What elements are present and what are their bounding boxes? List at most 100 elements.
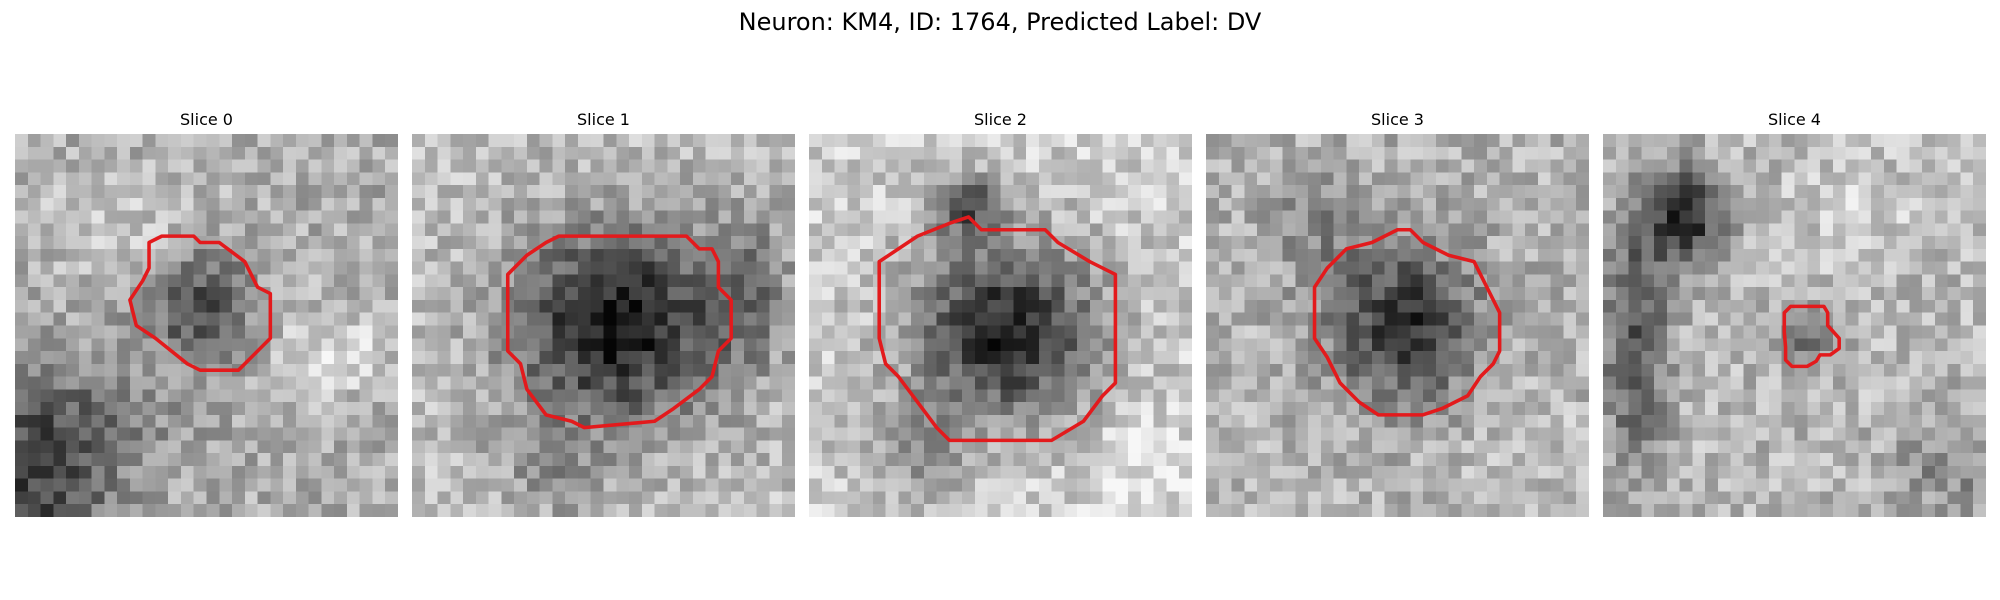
pixel: [1448, 197, 1462, 211]
pixel: [1960, 261, 1974, 275]
slice-title: Slice 4: [1768, 110, 1821, 129]
pixel: [847, 287, 861, 301]
pixel: [437, 185, 451, 199]
pixel: [1308, 414, 1322, 428]
pixel: [1525, 427, 1539, 441]
pixel: [1333, 274, 1347, 288]
pixel: [91, 376, 105, 390]
pixel: [1973, 453, 1986, 467]
pixel: [1064, 159, 1078, 173]
pixel: [475, 146, 489, 160]
pixel: [501, 172, 515, 186]
pixel: [295, 287, 309, 301]
pixel: [1603, 478, 1617, 492]
pixel: [283, 210, 297, 224]
pixel: [1960, 427, 1974, 441]
pixel: [860, 146, 874, 160]
pixel: [463, 261, 477, 275]
pixel: [1666, 134, 1680, 148]
pixel: [1153, 223, 1167, 237]
pixel: [1781, 465, 1795, 479]
pixel: [1384, 440, 1398, 454]
pixel: [756, 172, 770, 186]
pixel: [1153, 299, 1167, 313]
pixel: [1089, 248, 1103, 262]
pixel: [1128, 402, 1142, 416]
pixel: [334, 287, 348, 301]
pixel: [872, 504, 886, 517]
pixel: [923, 440, 937, 454]
pixel: [1140, 236, 1154, 250]
pixel: [1512, 134, 1526, 148]
pixel: [1218, 299, 1232, 313]
pixel: [488, 465, 502, 479]
pixel: [731, 402, 745, 416]
pixel: [142, 197, 156, 211]
pixel: [1603, 504, 1617, 517]
pixel: [1064, 287, 1078, 301]
pixel: [334, 504, 348, 517]
pixel: [1435, 363, 1449, 377]
pixel: [1397, 351, 1411, 365]
pixel: [834, 427, 848, 441]
pixel: [244, 453, 258, 467]
pixel: [1179, 478, 1192, 492]
pixel: [1051, 274, 1065, 288]
pixel: [66, 312, 80, 326]
pixel: [117, 389, 131, 403]
pixel: [1743, 338, 1757, 352]
pixel: [1512, 389, 1526, 403]
pixel: [1231, 491, 1245, 505]
pixel: [1537, 453, 1551, 467]
pixel: [705, 197, 719, 211]
pixel: [1794, 261, 1808, 275]
pixel: [1461, 223, 1475, 237]
pixel: [1820, 236, 1834, 250]
pixel: [1845, 197, 1859, 211]
pixel: [1308, 504, 1322, 517]
pixel: [1705, 185, 1719, 199]
pixel: [1654, 197, 1668, 211]
pixel: [885, 351, 899, 365]
pixel: [385, 172, 398, 186]
pixel: [1064, 197, 1078, 211]
pixel: [1218, 325, 1232, 339]
pixel: [1244, 414, 1258, 428]
pixel: [1359, 389, 1373, 403]
pixel: [1934, 351, 1948, 365]
pixel: [1743, 274, 1757, 288]
pixel: [488, 402, 502, 416]
pixel: [155, 299, 169, 313]
pixel: [514, 402, 528, 416]
pixel: [1807, 223, 1821, 237]
pixel: [1333, 299, 1347, 313]
pixel: [590, 363, 604, 377]
pixel: [1346, 402, 1360, 416]
pixel: [847, 236, 861, 250]
pixel: [1832, 159, 1846, 173]
pixel: [756, 402, 770, 416]
pixel: [1845, 414, 1859, 428]
pixel: [1115, 414, 1129, 428]
pixel: [437, 465, 451, 479]
pixel: [1000, 351, 1014, 365]
pixel: [1089, 236, 1103, 250]
pixel: [1550, 159, 1564, 173]
pixel: [860, 465, 874, 479]
pixel: [1666, 159, 1680, 173]
pixel: [565, 440, 579, 454]
pixel: [1038, 414, 1052, 428]
pixel: [1768, 440, 1782, 454]
pixel: [692, 248, 706, 262]
pixel: [104, 389, 118, 403]
pixel: [1000, 363, 1014, 377]
pixel: [1615, 427, 1629, 441]
pixel: [1231, 376, 1245, 390]
pixel: [372, 491, 386, 505]
pixel: [847, 223, 861, 237]
pixel: [1064, 338, 1078, 352]
pixel: [257, 172, 271, 186]
pixel: [809, 159, 823, 173]
pixel: [1654, 402, 1668, 416]
pixel: [1845, 440, 1859, 454]
